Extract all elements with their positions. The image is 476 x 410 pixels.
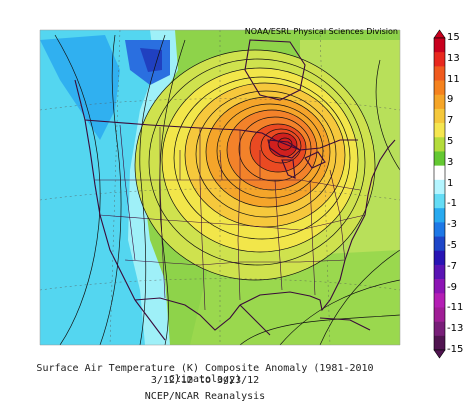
state-lines [95, 124, 366, 311]
colorbar-tick-label: -13 [447, 323, 464, 335]
colorbar-bottom-arrow [433, 349, 446, 359]
colorbar-segment [434, 151, 445, 166]
colorbar-tick-label: 3 [447, 156, 454, 168]
attribution-text: NOAA/ESRL Physical Sciences Division [244, 27, 398, 36]
colorbar-segment [434, 52, 445, 67]
colorbar-segment [434, 335, 445, 351]
data-source: NCEP/NCAR Reanalysis [144, 391, 266, 402]
colorbar-segment [434, 236, 445, 252]
colorbar-segment [434, 222, 445, 237]
colorbar-tick-label: -1 [447, 198, 457, 210]
colorbar-segment [434, 137, 445, 152]
colorbar-tick-label: 1 [447, 177, 454, 189]
colorbar-tick-label: 13 [447, 52, 460, 64]
colorbar-tick-label: -9 [447, 281, 457, 293]
colorbar-tick-label: 15 [447, 32, 460, 43]
colorbar-top-arrow [433, 29, 446, 39]
colorbar-segment [434, 38, 445, 53]
anomaly-fill-west-cyan [40, 30, 155, 345]
colorbar-segment [434, 250, 445, 266]
anomaly-fill-west-blue [40, 35, 120, 140]
colorbar-tick-label: 7 [447, 115, 454, 127]
anomaly-fill-northwest-deep [140, 48, 162, 72]
colorbar-tick-label: -3 [447, 219, 457, 231]
colorbar-segment [434, 307, 445, 322]
colorbar-tick-label: -5 [447, 240, 457, 251]
colorbar-tick-label: -15 [447, 344, 464, 355]
colorbar-tick-label: 9 [447, 94, 454, 106]
colorbar-segment [434, 293, 445, 308]
colorbar-segment [434, 208, 445, 223]
colorbar-segment [434, 165, 445, 181]
colorbar-segment [434, 321, 445, 337]
colorbar-segment [434, 264, 445, 280]
colorbar-tick-label: 11 [447, 73, 460, 85]
map-frame [39, 29, 401, 346]
map-title: Surface Air Temperature (K) Composite An… [36, 363, 374, 385]
colorbar-segment [434, 108, 445, 124]
colorbar-tick-label: -11 [447, 302, 464, 314]
colorbar-segment [434, 66, 445, 81]
colorbar-segment [434, 80, 445, 96]
colorbar [433, 29, 446, 359]
colorbar-segment [434, 179, 445, 195]
colorbar-tick-label: 5 [447, 136, 454, 147]
anomaly-ring-15 [269, 133, 297, 157]
date-range: 3/12/12 to 3/23/12 [150, 375, 260, 386]
colorbar-segment [434, 194, 445, 209]
boundaries [74, 39, 396, 341]
colorbar-tick-label: -7 [447, 260, 457, 272]
colorbar-segment [434, 94, 445, 110]
colorbar-segment [434, 279, 445, 294]
colorbar-segment [434, 123, 445, 138]
graticule [40, 30, 400, 345]
